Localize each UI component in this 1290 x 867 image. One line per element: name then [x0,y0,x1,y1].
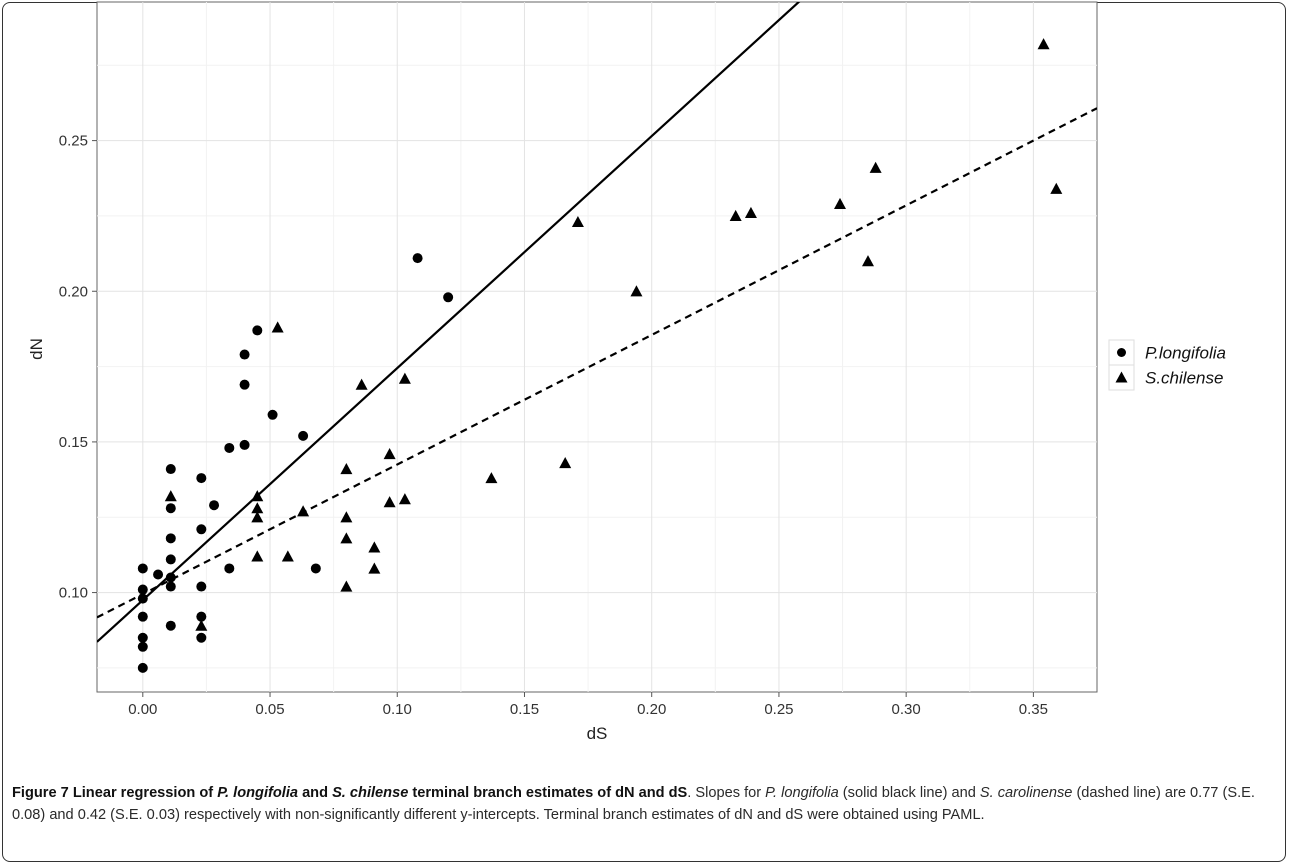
minor-grid [97,2,1097,692]
point-p-longifolia [196,473,207,484]
regression-line-solid [97,2,801,643]
point-s-chilense [744,206,757,219]
y-tick-label: 0.25 [59,133,88,150]
point-p-longifolia [137,584,148,595]
point-p-longifolia [137,593,148,604]
point-p-longifolia [165,533,176,544]
point-s-chilense [251,502,264,514]
caption-title: Figure 7 Linear regression of P. longifo… [12,785,688,801]
caption-body: . Slopes for P. longifolia (solid black … [12,785,1255,823]
point-s-chilense [251,550,264,562]
point-s-chilense [164,490,177,502]
y-axis-title: dN [27,338,46,360]
point-s-chilense [398,493,411,505]
point-s-chilense [281,550,294,562]
point-s-chilense [368,541,381,553]
point-p-longifolia [165,572,176,583]
point-s-chilense [834,197,847,209]
point-s-chilense [251,511,264,523]
x-axis-title: dS [587,724,608,743]
point-s-chilense [1050,182,1063,194]
point-s-chilense [340,511,353,523]
point-p-longifolia [224,563,235,574]
regression-lines [97,2,1097,643]
point-s-chilense [383,496,396,508]
point-s-chilense [398,372,411,384]
x-tick-label: 0.30 [892,701,921,718]
point-p-longifolia [239,439,250,450]
x-tick-label: 0.05 [255,701,284,718]
point-s-chilense [729,209,742,222]
point-s-chilense [1037,38,1050,50]
point-s-chilense [559,457,572,469]
point-s-chilense [271,321,284,333]
x-tick-label: 0.20 [637,701,666,718]
point-s-chilense [251,490,264,502]
data-points [137,38,1063,673]
y-tick-label: 0.20 [59,283,88,300]
point-p-longifolia [137,611,148,622]
point-p-longifolia [224,442,235,453]
point-s-chilense [297,505,310,517]
point-s-chilense [485,472,498,484]
legend: P.longifolia S.chilense [1108,339,1226,391]
x-tick-label: 0.10 [383,701,412,718]
point-s-chilense [340,580,353,592]
point-s-chilense [340,463,353,475]
legend-key-circle [1117,348,1126,357]
legend-label-s-chilense: S.chilense [1145,369,1223,388]
x-tick-label: 0.15 [510,701,539,718]
x-tick-label: 0.25 [764,701,793,718]
point-s-chilense [571,215,584,228]
figure-caption: Figure 7 Linear regression of P. longifo… [12,782,1278,826]
point-p-longifolia [165,464,176,475]
point-s-chilense [195,619,208,631]
legend-label-p-longifolia: P.longifolia [1145,344,1226,363]
point-s-chilense [368,562,381,574]
point-p-longifolia [252,325,263,336]
point-p-longifolia [443,292,454,303]
point-p-longifolia [137,641,148,652]
point-p-longifolia [239,379,250,390]
point-p-longifolia [209,500,220,511]
x-tick-label: 0.35 [1019,701,1048,718]
point-p-longifolia [298,430,309,441]
point-s-chilense [869,161,882,173]
major-grid [97,2,1097,692]
legend-key-triangle [1115,371,1128,383]
y-tick-label: 0.15 [59,434,88,451]
plot-panel [96,1,1098,693]
x-axis-ticks: 0.00 0.05 0.10 0.15 0.20 0.25 0.30 0.35 [128,692,1048,718]
x-tick-label: 0.00 [128,701,157,718]
point-p-longifolia [196,524,207,535]
point-p-longifolia [165,554,176,565]
scatter-chart: 0.00 0.05 0.10 0.15 0.20 0.25 0.30 0.35 0.100.1… [27,1,1226,743]
point-s-chilense [630,285,643,297]
point-p-longifolia [165,581,176,592]
point-p-longifolia [137,632,148,643]
point-p-longifolia [196,611,207,622]
point-p-longifolia [165,620,176,631]
point-p-longifolia [412,253,423,264]
point-s-chilense [355,378,368,390]
point-p-longifolia [239,349,250,360]
point-p-longifolia [196,632,207,643]
point-s-chilense [383,447,396,460]
point-p-longifolia [196,581,207,592]
point-p-longifolia [137,662,148,673]
point-p-longifolia [267,409,278,420]
point-s-chilense [861,255,874,267]
y-tick-label: 0.10 [59,585,88,602]
point-p-longifolia [153,569,164,580]
point-p-longifolia [310,563,321,574]
point-s-chilense [340,532,353,544]
point-p-longifolia [165,503,176,514]
point-p-longifolia [137,563,148,574]
y-axis-ticks: 0.10 0.15 0.20 0.25 [59,133,97,602]
